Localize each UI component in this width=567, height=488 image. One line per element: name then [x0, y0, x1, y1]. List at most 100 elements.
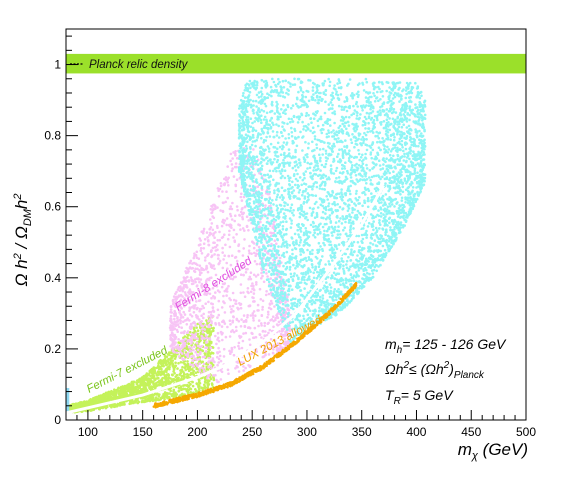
scatter-point	[217, 357, 221, 361]
scatter-point	[187, 345, 191, 349]
scatter-point	[278, 256, 282, 260]
scatter-point	[307, 267, 310, 270]
scatter-point	[203, 259, 207, 262]
scatter-point	[149, 396, 153, 400]
scatter-point	[150, 371, 154, 375]
scatter-point	[189, 276, 193, 279]
scatter-point	[249, 103, 253, 107]
scatter-point	[373, 100, 377, 103]
scatter-point	[227, 176, 230, 180]
scatter-point	[211, 309, 215, 312]
scatter-point	[323, 141, 326, 144]
scatter-point	[260, 277, 263, 280]
scatter-point	[209, 226, 213, 229]
scatter-point	[325, 159, 328, 163]
scatter-point	[248, 275, 252, 279]
scatter-point	[223, 233, 226, 236]
scatter-point	[347, 124, 351, 127]
scatter-point	[207, 319, 210, 323]
scatter-point	[279, 153, 283, 156]
scatter-point	[167, 379, 170, 383]
scatter-point	[412, 150, 415, 153]
scatter-point	[221, 338, 224, 342]
scatter-point	[170, 343, 174, 346]
scatter-point	[307, 113, 310, 117]
scatter-point	[140, 397, 144, 400]
scatter-point	[146, 382, 149, 385]
scatter-point	[414, 103, 417, 106]
scatter-point	[251, 332, 254, 336]
scatter-point	[307, 123, 310, 126]
scatter-point	[327, 237, 331, 241]
scatter-point	[288, 244, 292, 247]
scatter-point	[242, 91, 245, 95]
scatter-point	[193, 329, 197, 333]
scatter-point	[403, 152, 406, 156]
scatter-point	[304, 153, 308, 157]
scatter-point	[185, 323, 189, 326]
scatter-point	[251, 121, 254, 125]
scatter-point	[159, 396, 163, 400]
scatter-point	[357, 269, 361, 272]
scatter-point	[205, 365, 208, 369]
scatter-point	[238, 347, 241, 350]
scatter-point	[204, 256, 207, 259]
scatter-point	[411, 164, 415, 168]
scatter-point	[219, 359, 223, 363]
scatter-point	[199, 278, 203, 281]
scatter-point	[327, 145, 330, 148]
scatter-point	[334, 267, 337, 271]
scatter-point	[175, 295, 178, 299]
scatter-point	[131, 389, 135, 393]
scatter-point	[312, 271, 316, 275]
scatter-point	[304, 129, 308, 132]
scatter-point	[230, 207, 234, 211]
scatter-point	[221, 266, 225, 270]
scatter-point	[190, 342, 193, 345]
scatter-point	[328, 262, 331, 266]
scatter-point	[188, 319, 191, 322]
scatter-point	[222, 294, 225, 298]
scatter-point	[199, 350, 202, 354]
scatter-point	[169, 328, 172, 332]
scatter-point	[255, 159, 259, 163]
scatter-point	[375, 269, 379, 273]
scatter-point	[275, 169, 278, 173]
scatter-point	[306, 313, 310, 317]
scatter-point	[220, 306, 224, 309]
scatter-point	[182, 276, 186, 279]
scatter-point	[248, 244, 251, 248]
scatter-point	[174, 292, 177, 296]
scatter-point	[229, 159, 232, 163]
scatter-point	[218, 187, 222, 191]
scatter-point	[246, 115, 249, 119]
scatter-point	[361, 153, 364, 157]
scatter-point	[125, 390, 129, 393]
scatter-point	[234, 189, 238, 193]
scatter-point	[237, 370, 241, 373]
scatter-point	[272, 325, 275, 329]
scatter-point	[222, 320, 226, 324]
scatter-point	[300, 183, 304, 187]
scatter-point	[266, 252, 270, 255]
scatter-point	[263, 249, 267, 253]
scatter-point	[179, 316, 183, 319]
scatter-point	[316, 206, 320, 209]
scatter-point	[367, 104, 371, 107]
scatter-point	[190, 346, 193, 350]
scatter-point	[420, 132, 423, 135]
scatter-point	[352, 227, 355, 230]
scatter-point	[253, 251, 256, 255]
scatter-point	[248, 338, 251, 341]
scatter-point	[302, 317, 306, 321]
scatter-point	[203, 328, 207, 331]
scatter-point	[256, 273, 260, 277]
scatter-point	[215, 243, 219, 247]
scatter-point	[246, 313, 249, 317]
scatter-point	[191, 262, 194, 265]
scatter-point	[234, 183, 237, 187]
scatter-point	[251, 296, 254, 299]
scatter-point	[167, 358, 170, 361]
scatter-point	[222, 201, 225, 205]
scatter-point	[240, 207, 244, 211]
